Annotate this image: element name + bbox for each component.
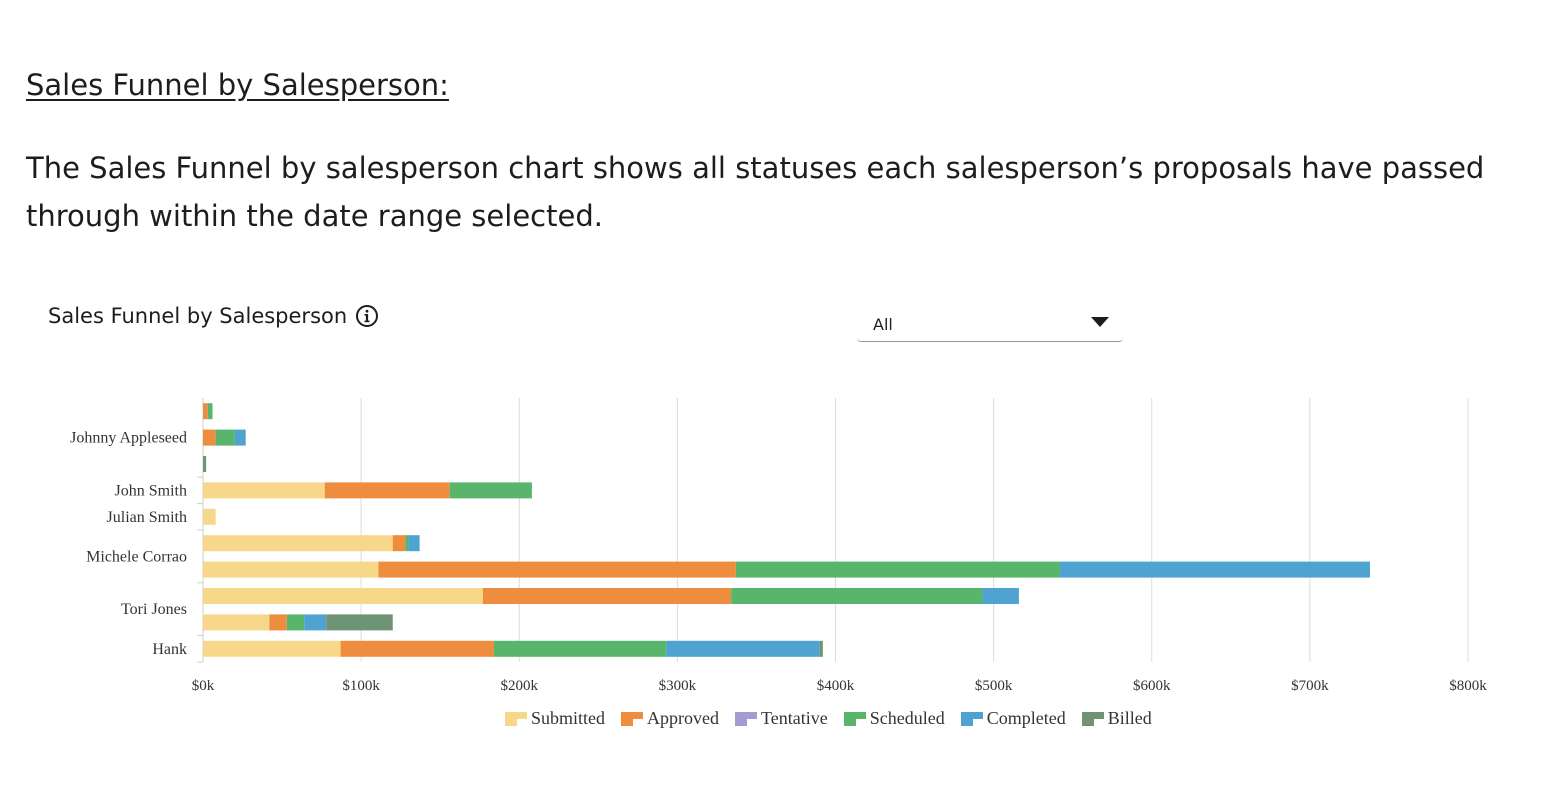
bar-segment-approved[interactable] [378, 561, 736, 578]
y-axis-label: Johnny Appleseed [70, 430, 187, 447]
legend-swatch [960, 711, 983, 726]
bar-segment-completed[interactable] [234, 429, 246, 446]
y-axis-label: Julian Smith [107, 509, 187, 526]
x-tick-label: $400k [817, 678, 855, 694]
bar-segment-submitted[interactable] [203, 561, 379, 578]
bar-segment-scheduled[interactable] [207, 403, 213, 420]
x-tick-label: $700k [1291, 678, 1329, 694]
bar-segment-approved[interactable] [203, 429, 216, 446]
section-heading: Sales Funnel by Salesperson: [26, 68, 449, 102]
bar-segment-approved[interactable] [203, 403, 208, 420]
bar-segment-billed[interactable] [326, 614, 393, 631]
chart-widget-title: Sales Funnel by Salesperson [48, 304, 379, 328]
bar-segment-completed[interactable] [982, 588, 1019, 604]
chart-y-labels: Johnny Appleseed John Smith Julian Smith Mi… [70, 430, 187, 658]
bar-segment-approved[interactable] [324, 482, 450, 499]
y-axis-label: Michele Corrao [86, 548, 187, 565]
legend-item-approved[interactable]: Approved [621, 708, 719, 729]
legend-swatch [843, 711, 866, 726]
legend-label: Completed [986, 708, 1066, 728]
bar-segment-submitted[interactable] [203, 482, 325, 499]
bar-segment-billed[interactable] [203, 456, 207, 472]
bar-segment-submitted[interactable] [203, 588, 483, 604]
bar-segment-scheduled[interactable] [731, 588, 983, 604]
intro-paragraph: The Sales Funnel by salesperson chart sh… [26, 151, 1485, 233]
x-tick-label: $300k [659, 678, 697, 694]
bar-segment-scheduled[interactable] [735, 561, 1061, 578]
bar-segment-scheduled[interactable] [286, 614, 305, 631]
bar-segment-approved[interactable] [269, 614, 287, 631]
sales-funnel-chart: Johnny Appleseed John Smith Julian Smith Mi… [70, 398, 1488, 694]
x-tick-label: $200k [501, 678, 539, 694]
bar-segment-approved[interactable] [482, 588, 732, 604]
legend-item-scheduled[interactable]: Scheduled [843, 708, 945, 729]
legend-swatch [735, 711, 757, 726]
bar-segment-completed[interactable] [1060, 561, 1370, 578]
bar-segment-scheduled[interactable] [215, 429, 235, 446]
y-axis-label: Hank [152, 641, 187, 658]
legend-swatch [505, 711, 527, 726]
bar-segment-scheduled[interactable] [493, 640, 667, 657]
y-axis-label: John Smith [115, 482, 187, 499]
bar-segment-completed[interactable] [666, 640, 820, 657]
legend-item-tentative[interactable]: Tentative [735, 708, 828, 729]
chart-legend: Submitted Approved Tentative Scheduled Compl… [505, 708, 1152, 729]
bar-segment-submitted[interactable] [203, 535, 393, 552]
bar-segment-completed[interactable] [304, 614, 327, 631]
filter-selected-value: All [873, 315, 893, 334]
x-tick-label: $500k [975, 678, 1013, 694]
legend-label: Tentative [761, 708, 828, 728]
bar-segment-scheduled[interactable] [405, 535, 409, 552]
legend-swatch [1081, 711, 1104, 726]
salesperson-filter-select[interactable]: All [857, 305, 1123, 342]
bar-segment-approved[interactable] [392, 535, 406, 552]
legend-item-submitted[interactable]: Submitted [505, 708, 605, 729]
info-circle-icon[interactable] [355, 304, 379, 328]
legend-label: Scheduled [869, 708, 945, 728]
chart-title-text: Sales Funnel by Salesperson [48, 304, 348, 328]
x-tick-label: $600k [1133, 678, 1171, 694]
legend-label: Submitted [531, 708, 606, 728]
bar-segment-scheduled[interactable] [449, 482, 532, 499]
legend-label: Billed [1107, 708, 1152, 728]
legend-swatch [621, 711, 644, 726]
legend-item-billed[interactable]: Billed [1081, 708, 1152, 729]
bar-segment-submitted[interactable] [203, 614, 270, 631]
chart-x-ticks: $0k $100k $200k $300k $400k $500k $600k $700k $8… [192, 678, 1488, 694]
legend-label: Approved [647, 708, 719, 728]
bar-segment-billed[interactable] [819, 640, 823, 657]
x-tick-label: $0k [192, 678, 215, 694]
bar-segment-submitted[interactable] [203, 640, 341, 657]
y-axis-label: Tori Jones [121, 601, 187, 618]
x-tick-label: $100k [342, 678, 380, 694]
chart-bars [203, 403, 1370, 657]
x-tick-label: $800k [1449, 678, 1487, 694]
caret-down-icon [1091, 317, 1109, 327]
bar-segment-approved[interactable] [340, 640, 494, 657]
bar-segment-completed[interactable] [408, 535, 420, 552]
bar-segment-submitted[interactable] [203, 508, 216, 525]
legend-item-completed[interactable]: Completed [960, 708, 1066, 729]
